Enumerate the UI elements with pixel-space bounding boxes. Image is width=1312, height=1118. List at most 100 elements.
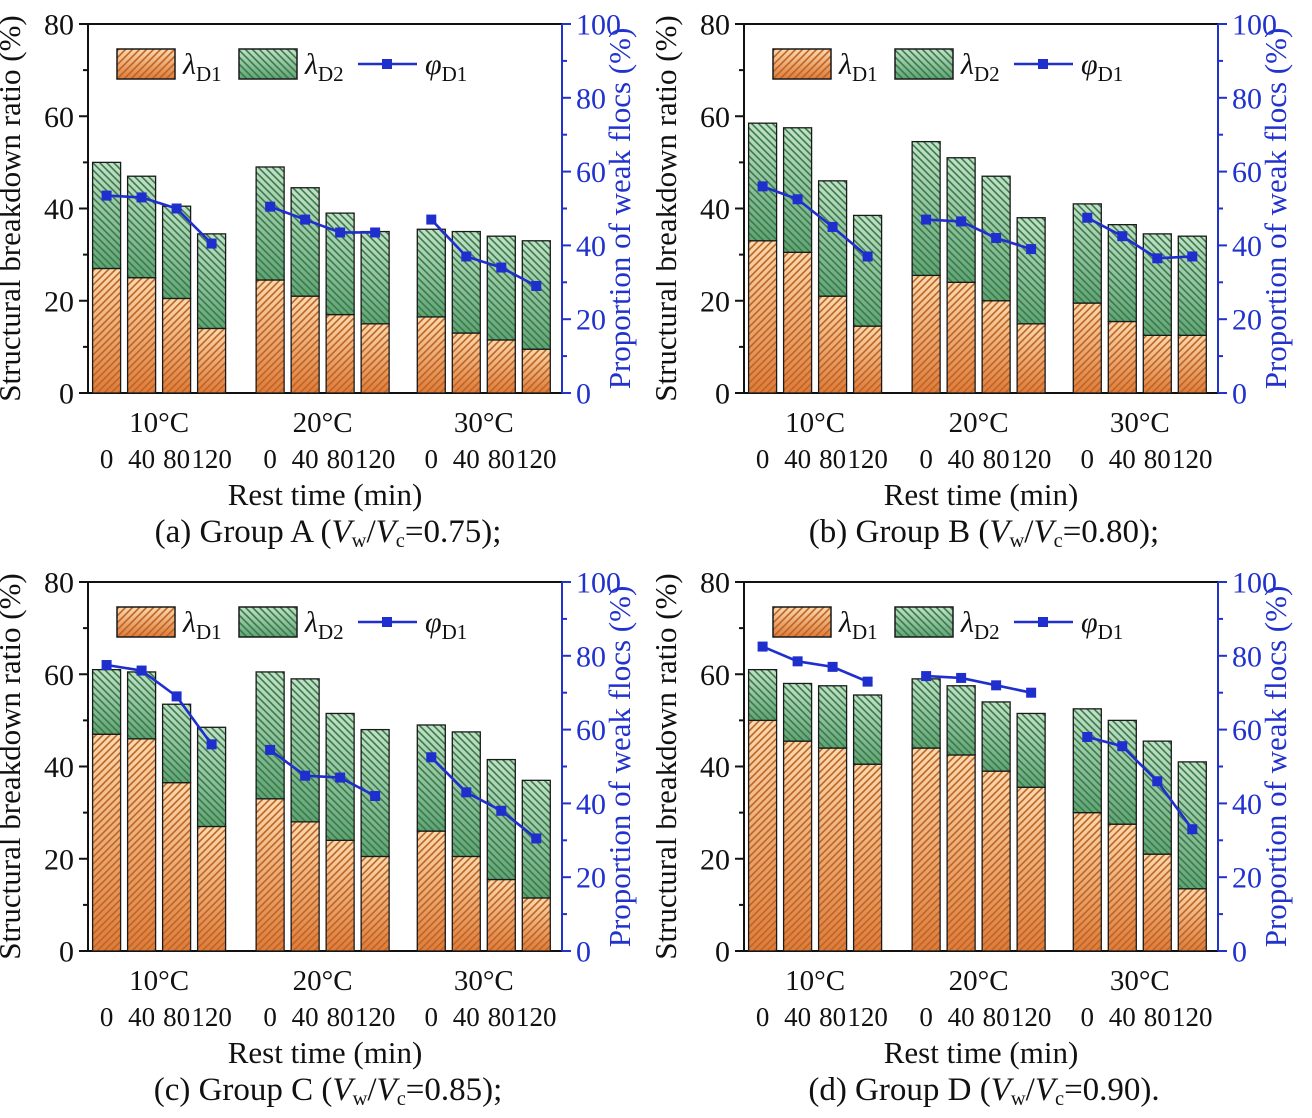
bar-lambda-d2-outline: [451, 731, 481, 858]
phi-line: [269, 748, 376, 798]
phi-line: [269, 205, 376, 234]
bar-lambda-d2-outline: [360, 728, 390, 858]
left-axis-title: Structural breakdown ratio (%): [656, 573, 683, 960]
right-axis-tick-label: 100: [576, 9, 621, 42]
rest-time-label: 120: [847, 1002, 888, 1032]
phi-marker: [1082, 212, 1093, 223]
caption-var: V: [1034, 1072, 1055, 1108]
legend-swatch-lambda-d1-hatch: [117, 49, 175, 79]
bar-lambda-d1-hatch: [487, 879, 516, 951]
bar-lambda-d2-hatch: [818, 180, 847, 297]
rest-time-label: 0: [100, 1002, 114, 1032]
phi-marker: [1187, 824, 1198, 835]
legend-swatch-lambda-d1-outline: [116, 48, 176, 80]
bar-lambda-d2-outline: [747, 668, 778, 722]
x-axis-title: Rest time (min): [884, 477, 1079, 512]
legend-swatch-lambda-d1-hatch: [773, 49, 831, 79]
phi-marker: [426, 214, 437, 225]
caption-text: (b) Group B (: [808, 514, 990, 550]
bar-lambda-d1-hatch: [522, 349, 551, 393]
caption-text: /: [367, 1072, 377, 1108]
left-axis-tick-label: 80: [44, 567, 74, 600]
caption-c: (c) Group C (Vw/Vc=0.85);: [0, 1070, 656, 1116]
rest-time-label: 40: [784, 444, 811, 474]
phi-marker: [300, 770, 311, 781]
left-axis-tick-label: 40: [700, 751, 730, 784]
bar-lambda-d2-hatch: [92, 162, 121, 269]
rest-time-label: 40: [948, 444, 975, 474]
phi-marker: [496, 262, 507, 273]
phi-marker: [1026, 244, 1037, 255]
bar-lambda-d1-hatch: [127, 738, 156, 951]
phi-marker: [531, 833, 542, 844]
rest-time-label: 120: [516, 1002, 557, 1032]
phi-marker: [531, 280, 542, 291]
legend-label-lambda-d2: λD2: [960, 606, 1000, 644]
bar-lambda-d2-hatch: [748, 669, 777, 721]
bar-lambda-d1-hatch: [291, 821, 320, 951]
temperature-label: 10°C: [129, 407, 189, 439]
caption-var: V: [332, 1072, 353, 1108]
phi-marker: [956, 672, 967, 683]
bar-lambda-d2-outline: [161, 703, 192, 784]
legend-swatch-lambda-d2-hatch: [239, 607, 297, 637]
caption-sub: w: [1010, 1088, 1026, 1111]
phi-marker: [206, 238, 217, 249]
right-axis-title: Proportion of weak flocs (%): [1258, 28, 1293, 390]
legend-label-lambda-d2: λD2: [960, 48, 1000, 86]
right-axis-tick-label: 80: [576, 640, 606, 673]
phi-marker: [757, 181, 768, 192]
left-axis-tick-label: 40: [44, 193, 74, 226]
phi-marker: [921, 214, 932, 225]
right-axis-tick-label: 60: [576, 714, 606, 747]
bar-lambda-d2-hatch: [197, 233, 226, 329]
rest-time-label: 120: [355, 444, 396, 474]
rest-time-label: 120: [1011, 1002, 1052, 1032]
bar-lambda-d2-hatch: [783, 127, 812, 253]
left-axis-tick-label: 0: [59, 378, 74, 411]
phi-line: [926, 218, 1032, 251]
bar-lambda-d2-outline: [521, 779, 551, 899]
bar-lambda-d2-outline: [196, 233, 227, 330]
caption-sub: w: [1009, 530, 1025, 553]
rest-time-label: 0: [263, 1002, 277, 1032]
rest-time-label: 0: [756, 1002, 770, 1032]
panel-a: 0 20 40 60 80 0 20 40 60 80 100 Structural breakdow…: [0, 0, 656, 558]
bar-lambda-d2-outline: [1072, 708, 1102, 814]
bar-lambda-d1-hatch: [982, 300, 1011, 393]
bar-lambda-d2-hatch: [1073, 708, 1102, 813]
bar-lambda-d1-hatch: [1017, 787, 1046, 951]
caption-sub: w: [352, 1088, 368, 1111]
rest-time-label: 80: [488, 1002, 515, 1032]
bar-lambda-d1-hatch: [1108, 321, 1137, 393]
bar-lambda-d2-outline: [1107, 719, 1137, 825]
left-axis-tick-label: 0: [59, 936, 74, 969]
bar-lambda-d2-outline: [91, 161, 122, 270]
rest-time-label: 0: [425, 444, 439, 474]
caption-a: (a) Group A (Vw/Vc=0.75);: [0, 512, 656, 558]
bar-lambda-d2-hatch: [162, 704, 191, 783]
rest-time-label: 80: [163, 444, 190, 474]
bar-lambda-d1-hatch: [452, 333, 481, 393]
right-axis-tick-label: 100: [576, 567, 621, 600]
left-axis-tick-label: 60: [700, 659, 730, 692]
right-axis-tick-label: 80: [1232, 640, 1262, 673]
bar-lambda-d2-outline: [486, 758, 516, 881]
temperature-label: 30°C: [454, 965, 514, 997]
legend-swatch-lambda-d2-hatch: [895, 607, 953, 637]
phi-marker: [757, 641, 768, 652]
caption-d: (d) Group D (Vw/Vc=0.90).: [656, 1070, 1312, 1116]
bar-lambda-d2-outline: [981, 701, 1011, 772]
bar-lambda-d1-hatch: [361, 856, 390, 951]
caption-var: V: [375, 514, 396, 550]
legend-swatch-lambda-d1-outline: [116, 606, 176, 638]
bar-lambda-d1-hatch: [982, 771, 1011, 951]
bar-lambda-d2-hatch: [291, 678, 320, 822]
left-axis-tick-label: 40: [44, 751, 74, 784]
bar-lambda-d1-hatch: [947, 754, 976, 951]
phi-marker: [300, 214, 311, 225]
bar-lambda-d1-hatch: [748, 240, 777, 393]
bar-lambda-d2-hatch: [127, 671, 156, 739]
rest-time-label: 40: [784, 1002, 811, 1032]
